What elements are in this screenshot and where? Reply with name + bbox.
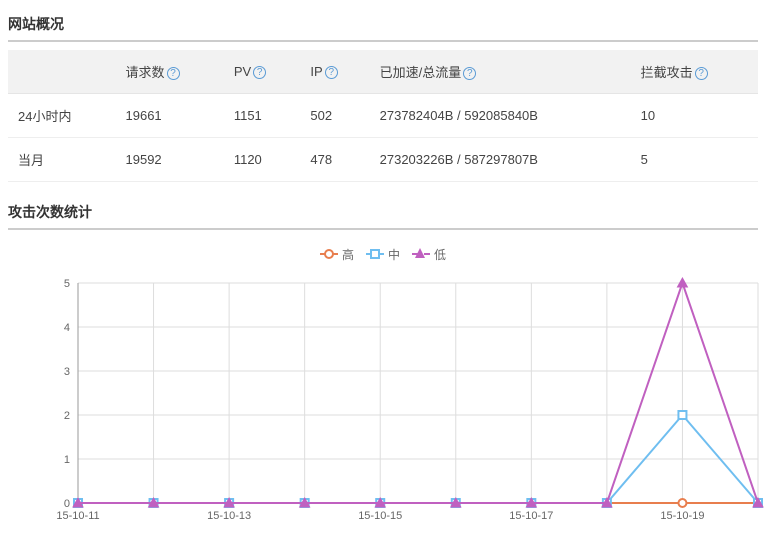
cell-pv: 1151 bbox=[224, 94, 301, 138]
legend-item-中[interactable]: 中 bbox=[366, 246, 400, 263]
svg-text:15-10-15: 15-10-15 bbox=[358, 510, 402, 522]
help-icon[interactable]: ? bbox=[463, 67, 476, 80]
col-blocked: 拦截攻击? bbox=[631, 50, 758, 94]
legend-label: 低 bbox=[434, 246, 446, 263]
cell-requests: 19592 bbox=[116, 138, 224, 182]
svg-text:15-10-17: 15-10-17 bbox=[509, 510, 553, 522]
cell-blocked: 5 bbox=[631, 138, 758, 182]
overview-title: 网站概况 bbox=[8, 8, 758, 42]
svg-text:3: 3 bbox=[64, 366, 70, 378]
legend-item-高[interactable]: 高 bbox=[320, 246, 354, 263]
attacks-chart: 0 1 2 3 4 5 15-10-11 15-10-13 15-10-15 15-10-17 15… bbox=[8, 273, 758, 533]
svg-text:5: 5 bbox=[64, 278, 70, 290]
cell-requests: 19661 bbox=[116, 94, 224, 138]
legend-label: 中 bbox=[388, 246, 400, 263]
svg-text:4: 4 bbox=[64, 322, 70, 334]
svg-text:15-10-11: 15-10-11 bbox=[56, 510, 99, 522]
attacks-title: 攻击次数统计 bbox=[8, 196, 758, 230]
col-traffic: 已加速/总流量? bbox=[370, 50, 631, 94]
col-pv: PV? bbox=[224, 50, 301, 94]
col-blank bbox=[8, 50, 116, 94]
svg-text:2: 2 bbox=[64, 410, 70, 422]
help-icon[interactable]: ? bbox=[253, 66, 266, 79]
svg-text:1: 1 bbox=[64, 454, 70, 466]
chart-legend: 高中低 bbox=[8, 238, 758, 273]
cell-ip: 502 bbox=[300, 94, 369, 138]
cell-label: 24小时内 bbox=[8, 94, 116, 138]
cell-blocked: 10 bbox=[631, 94, 758, 138]
table-header-row: 请求数? PV? IP? 已加速/总流量? 拦截攻击? bbox=[8, 50, 758, 94]
help-icon[interactable]: ? bbox=[325, 66, 338, 79]
col-ip: IP? bbox=[300, 50, 369, 94]
cell-label: 当月 bbox=[8, 138, 116, 182]
svg-text:15-10-19: 15-10-19 bbox=[660, 510, 704, 522]
legend-item-低[interactable]: 低 bbox=[412, 246, 446, 263]
cell-pv: 1120 bbox=[224, 138, 301, 182]
cell-ip: 478 bbox=[300, 138, 369, 182]
legend-label: 高 bbox=[342, 246, 354, 263]
svg-text:0: 0 bbox=[64, 498, 70, 510]
table-row: 24小时内196611151502273782404B / 592085840B… bbox=[8, 94, 758, 138]
help-icon[interactable]: ? bbox=[695, 67, 708, 80]
cell-traffic: 273782404B / 592085840B bbox=[370, 94, 631, 138]
cell-traffic: 273203226B / 587297807B bbox=[370, 138, 631, 182]
overview-table: 请求数? PV? IP? 已加速/总流量? 拦截攻击? 24小时内1966111… bbox=[8, 50, 758, 182]
svg-text:15-10-13: 15-10-13 bbox=[207, 510, 251, 522]
table-row: 当月195921120478273203226B / 587297807B5 bbox=[8, 138, 758, 182]
col-requests: 请求数? bbox=[116, 50, 224, 94]
help-icon[interactable]: ? bbox=[167, 67, 180, 80]
